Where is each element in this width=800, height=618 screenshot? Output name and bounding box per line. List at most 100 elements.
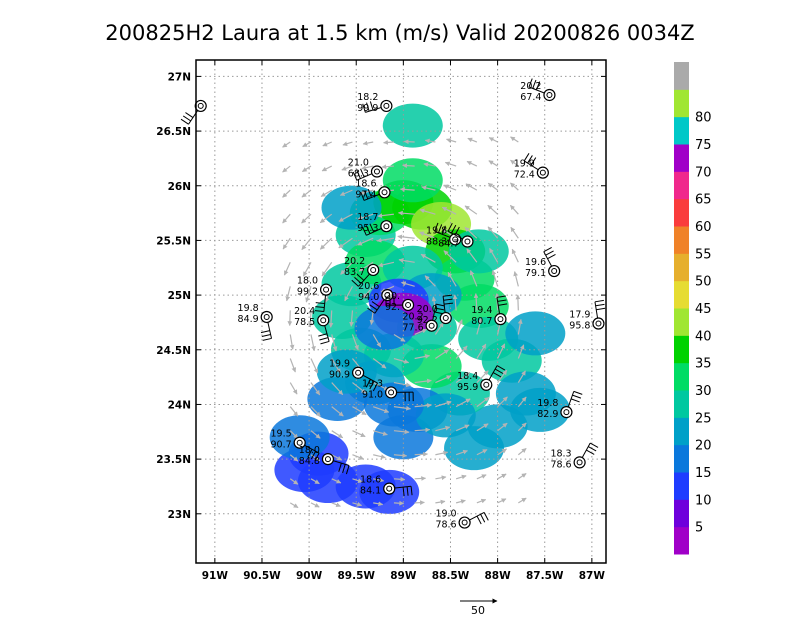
wind-vector: [372, 334, 382, 348]
observation-station: 20.92.: [385, 291, 415, 313]
wind-vector: [310, 454, 321, 462]
wind-vector: [497, 422, 508, 432]
y-tick-label: 23N: [168, 509, 191, 521]
observation-station: 19.882.9: [537, 390, 583, 420]
station-value-bottom: 84.7: [438, 239, 459, 250]
station-marker-inner: [576, 459, 583, 466]
station-value-top: 20.6: [358, 281, 379, 292]
station-marker-inner: [563, 409, 570, 416]
wind-vector: [518, 497, 527, 504]
colorbar-label: 10: [695, 493, 712, 508]
wind-barb-flag: [443, 298, 453, 301]
wind-barb-flag: [476, 515, 482, 525]
station-value-bottom: 77.6: [402, 323, 423, 334]
colorbar-swatch: [674, 171, 689, 200]
station-marker-inner: [483, 381, 490, 388]
wind-field-cell: [382, 103, 443, 148]
wind-vector: [489, 247, 499, 263]
wind-field-cell: [505, 311, 566, 356]
observation-station: 19.078.6: [435, 509, 489, 531]
station-value-top: 19.8: [537, 398, 558, 409]
wind-vector: [397, 234, 415, 240]
wind-vector: [362, 285, 374, 299]
plot-area: 18.299.920.267.421.068.319.972.418.697.4…: [180, 59, 607, 564]
station-marker-outer: [385, 386, 398, 399]
wind-vector: [517, 370, 526, 383]
wind-vector: [321, 165, 332, 172]
station-marker-outer: [317, 314, 330, 327]
colorbar-label: 45: [695, 302, 712, 317]
wind-vector: [510, 226, 519, 239]
colorbar-swatch: [674, 499, 689, 528]
wind-vector: [289, 478, 299, 485]
wind-barb-flag: [441, 225, 446, 235]
colorbar-swatch: [674, 198, 689, 227]
observation-station: 18.084.8: [299, 445, 350, 475]
wind-vector: [397, 210, 415, 216]
wind-vector: [344, 286, 353, 302]
wind-vector: [301, 189, 312, 198]
observation-station: 17.995.8: [569, 299, 606, 332]
wind-barb-flag: [437, 224, 443, 233]
wind-vector: [455, 319, 463, 335]
station-marker-outer: [352, 366, 365, 379]
station-marker-outer: [560, 406, 573, 419]
station-value-bottom: 95.9: [457, 382, 478, 393]
station-marker-inner: [539, 169, 546, 176]
wind-barb-flag: [338, 463, 342, 472]
wind-vector: [372, 358, 387, 369]
colorbar-label: 20: [695, 439, 712, 454]
colorbar-label: 60: [695, 220, 712, 235]
wind-barb-flag: [354, 276, 362, 284]
wind-vector: [338, 237, 353, 249]
station-marker-outer: [458, 516, 471, 529]
station-marker-outer: [260, 310, 273, 324]
wind-vector: [497, 448, 507, 456]
colorbar-swatch: [674, 362, 689, 391]
colorbar-swatch: [674, 444, 689, 473]
wind-vector: [476, 396, 490, 408]
wind-barb-flag: [365, 379, 371, 388]
wind-vector: [443, 250, 457, 263]
colorbar-swatch: [674, 417, 689, 446]
wind-vector: [414, 476, 427, 481]
observation-station: 19.990.9: [329, 359, 378, 392]
station-marker-inner: [383, 102, 390, 109]
station-value-bottom: 95.8: [569, 321, 590, 332]
wind-barb-flag: [315, 302, 325, 305]
wind-vector: [342, 141, 353, 146]
station-marker-inner: [373, 168, 380, 175]
station-marker-inner: [355, 369, 362, 376]
wind-vector: [515, 294, 521, 311]
wind-vector: [352, 382, 367, 394]
wind-barb-flag: [527, 155, 533, 164]
station-value-bottom: 92.: [385, 302, 400, 313]
station-value-top: 19.4: [471, 305, 492, 316]
wind-vector: [476, 317, 483, 335]
wind-vector: [476, 474, 487, 480]
colorbar-label: 50: [695, 275, 712, 290]
wind-barb-flag: [570, 398, 580, 403]
observation-station: 19.972.4: [514, 153, 549, 181]
station-value-top: 18.0: [299, 445, 320, 456]
y-axis: 23N 23.5N 24N 24.5N 25N 25.5N 26N 26.5N 27N: [156, 71, 606, 521]
station-marker-inner: [296, 439, 303, 446]
station-marker-inner: [320, 317, 327, 324]
observation-station: 18.684.1: [360, 475, 413, 497]
wind-vector: [377, 213, 395, 219]
station-value-top: 20.2: [344, 256, 365, 267]
observation-station: 20.694.0: [358, 281, 394, 314]
y-tick-label: 26N: [168, 181, 191, 193]
wind-vector: [513, 271, 519, 287]
wind-barb-flag: [573, 390, 583, 395]
wind-barb-flag: [369, 101, 374, 111]
observation-station: 18.299.9: [357, 92, 393, 114]
colorbar-label: 35: [695, 357, 712, 372]
wind-vector: [393, 381, 411, 388]
wind-vector: [455, 398, 471, 408]
wind-vector: [310, 358, 319, 374]
wind-barb-flag: [260, 330, 270, 334]
wind-vector: [331, 358, 341, 374]
station-marker-inner: [428, 322, 435, 329]
colorbar-label: 5: [695, 521, 703, 536]
